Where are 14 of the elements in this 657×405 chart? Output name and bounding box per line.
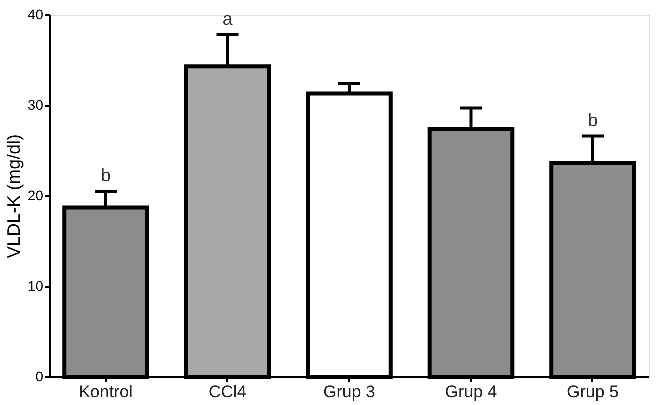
x-tick-label: Kontrol [79, 382, 133, 402]
data-label: a [222, 8, 234, 29]
x-tick-label: Grup 4 [445, 382, 498, 402]
y-tick-label: 30 [28, 97, 44, 113]
y-tick-label: 0 [36, 368, 44, 384]
y-tick-label: 20 [28, 188, 44, 204]
data-label: b [588, 110, 598, 130]
x-tick-label: Grup 3 [324, 382, 376, 402]
x-tick-label: Grup 5 [567, 382, 619, 402]
y-tick-label: 10 [28, 278, 44, 294]
y-axis-title: VLDL-K (mg/dl) [4, 134, 24, 259]
data-label: b [100, 165, 112, 186]
y-tick-label: 40 [28, 6, 44, 22]
x-tick-label: CCl4 [208, 382, 247, 402]
